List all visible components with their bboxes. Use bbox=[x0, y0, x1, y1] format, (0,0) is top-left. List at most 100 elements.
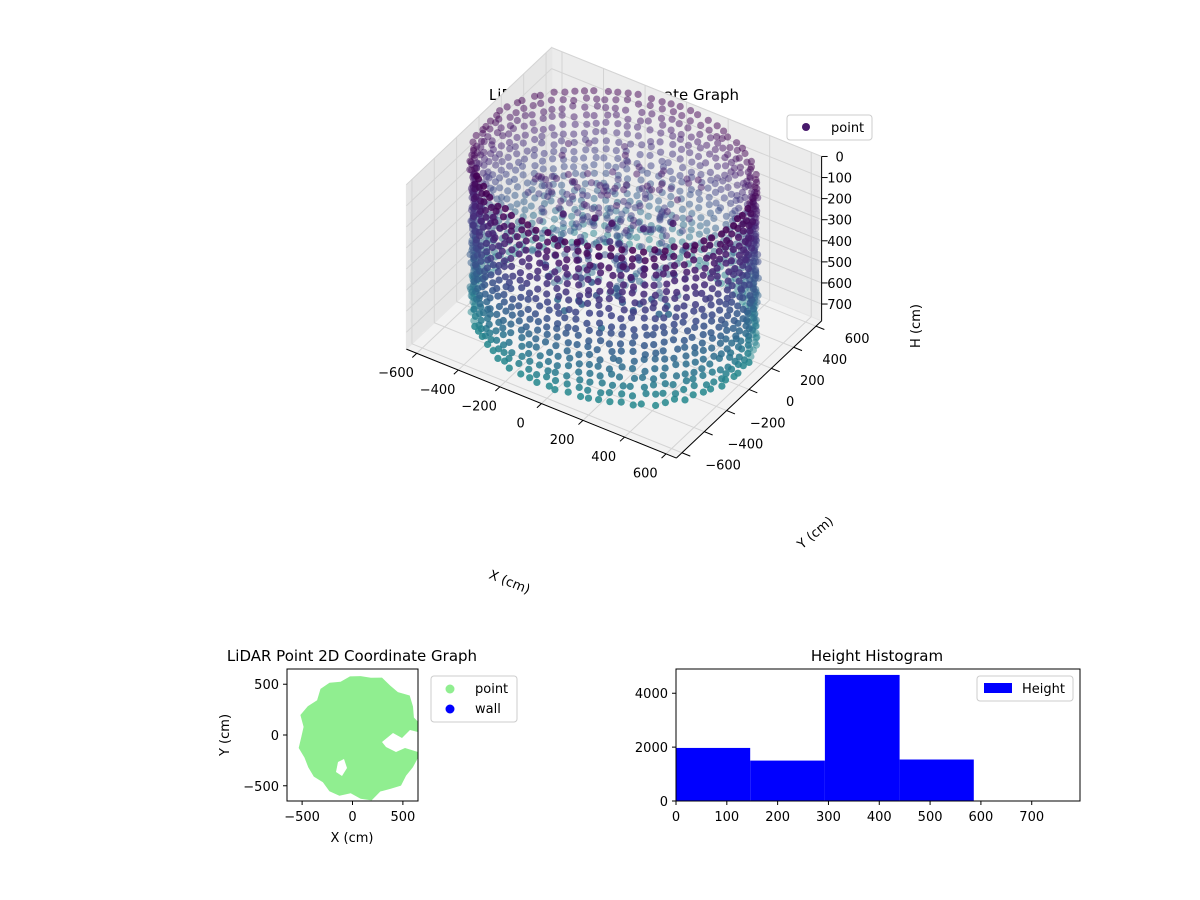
point-240 bbox=[676, 172, 684, 180]
point-1444 bbox=[518, 226, 526, 234]
point-1076 bbox=[746, 199, 754, 207]
point-104 bbox=[648, 110, 656, 118]
point-1531 bbox=[671, 277, 679, 285]
point-1604 bbox=[662, 264, 670, 272]
point-1707 bbox=[628, 255, 637, 263]
point-284 bbox=[540, 108, 548, 116]
x-tick-label-7: 700 bbox=[1019, 810, 1044, 825]
point-597 bbox=[558, 151, 566, 159]
point-275 bbox=[537, 99, 545, 107]
point-1178 bbox=[634, 254, 642, 262]
point-1522 bbox=[534, 285, 542, 293]
point-260 bbox=[539, 165, 547, 173]
point-1276 bbox=[488, 243, 496, 252]
point-224 bbox=[677, 145, 686, 153]
point-1716 bbox=[617, 271, 625, 279]
point-1316 bbox=[495, 276, 503, 284]
point-1502 bbox=[683, 251, 691, 259]
point-180 bbox=[570, 163, 578, 171]
point-1341 bbox=[494, 202, 502, 210]
point-313 bbox=[529, 102, 537, 110]
point-1143 bbox=[473, 275, 481, 283]
point-859 bbox=[568, 192, 577, 201]
chart-2d-ticks: −500 0 500 −500 0 500 bbox=[243, 678, 415, 825]
point-210 bbox=[558, 181, 566, 189]
point-75 bbox=[602, 137, 611, 145]
point-270 bbox=[684, 124, 692, 132]
point-387 bbox=[513, 150, 521, 158]
point-407 bbox=[621, 143, 629, 151]
point-1543 bbox=[541, 338, 550, 346]
point-1303 bbox=[489, 279, 497, 287]
point-1102 bbox=[469, 221, 477, 229]
point-1751 bbox=[594, 278, 602, 286]
y-tick-mark-4 bbox=[771, 367, 780, 373]
y-tick-label-2: 500 bbox=[254, 678, 279, 693]
point-1665 bbox=[572, 273, 580, 281]
chart-histogram-legend-label: Height bbox=[1022, 682, 1065, 697]
point-119 bbox=[582, 146, 590, 154]
point-1552 bbox=[545, 273, 553, 281]
point-1372 bbox=[717, 332, 725, 340]
point-599 bbox=[621, 151, 629, 159]
point-291 bbox=[695, 230, 704, 238]
point-215 bbox=[550, 148, 558, 156]
point-1652 bbox=[642, 390, 650, 398]
point-1150 bbox=[474, 175, 483, 183]
point-1138 bbox=[559, 210, 567, 218]
histogram-bar-2 bbox=[824, 674, 900, 801]
point-1491 bbox=[691, 343, 699, 352]
point-276 bbox=[540, 149, 548, 158]
point-1119 bbox=[612, 255, 620, 263]
point-418 bbox=[716, 204, 725, 212]
point-1287 bbox=[730, 222, 738, 230]
point-811 bbox=[565, 199, 574, 207]
point-1632 bbox=[641, 306, 649, 314]
point-1727 bbox=[626, 382, 634, 390]
point-151 bbox=[571, 87, 579, 95]
point-1586 bbox=[659, 389, 667, 397]
point-869 bbox=[470, 145, 478, 153]
point-1339 bbox=[495, 261, 503, 270]
point-1009 bbox=[662, 232, 671, 240]
point-1574 bbox=[543, 290, 551, 298]
chart-3d: LiDAR Point 3D Coordinate Graph −600−400… bbox=[378, 46, 924, 598]
point-1637 bbox=[574, 331, 582, 339]
point-1696 bbox=[618, 296, 626, 304]
point-113 bbox=[644, 212, 652, 220]
point-1398 bbox=[507, 303, 516, 311]
point-307 bbox=[531, 162, 539, 170]
point-1667 bbox=[564, 323, 572, 331]
point-188 bbox=[560, 163, 568, 171]
y-tick-mark-5 bbox=[793, 346, 803, 352]
point-1384 bbox=[507, 285, 515, 293]
point-1514 bbox=[682, 377, 691, 385]
point-1769 bbox=[585, 286, 593, 295]
point-272 bbox=[684, 141, 693, 149]
point-682 bbox=[478, 137, 486, 145]
point-1486 bbox=[691, 301, 700, 309]
point-1737 bbox=[586, 378, 594, 386]
point-362 bbox=[713, 162, 722, 170]
point-1298 bbox=[730, 317, 738, 325]
point-1299 bbox=[489, 347, 497, 355]
point-1686 bbox=[596, 319, 604, 327]
point-1521 bbox=[680, 261, 688, 269]
point-1409 bbox=[508, 246, 516, 254]
point-1194 bbox=[477, 316, 485, 324]
chart-2d-title: LiDAR Point 2D Coordinate Graph bbox=[227, 647, 477, 665]
point-1218 bbox=[734, 233, 743, 241]
point-1494 bbox=[681, 343, 689, 351]
point-1465 bbox=[524, 295, 532, 303]
point-80 bbox=[614, 88, 622, 96]
point-960 bbox=[753, 189, 761, 197]
point-1560 bbox=[543, 373, 551, 381]
point-1672 bbox=[595, 301, 603, 309]
point-1437 bbox=[518, 258, 526, 266]
point-1681 bbox=[583, 249, 591, 257]
point-30 bbox=[612, 96, 620, 104]
point-1457 bbox=[516, 276, 524, 284]
point-710 bbox=[584, 170, 592, 178]
point-576 bbox=[607, 204, 615, 212]
chart-3d-legend-label-point: point bbox=[831, 121, 864, 136]
